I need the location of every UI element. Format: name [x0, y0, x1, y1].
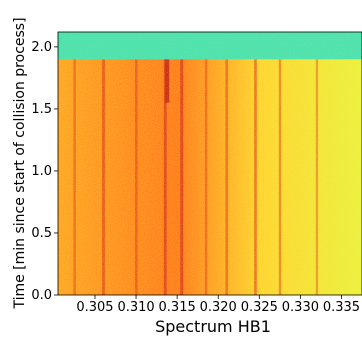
plot-area — [58, 32, 362, 295]
y-axis-label: Time [min since start of collision proce… — [12, 17, 28, 309]
top-band-noise — [58, 32, 362, 60]
y-tick-label: 0.0 — [31, 288, 52, 303]
x-tick-label: 0.315 — [159, 300, 196, 315]
noise-overlay — [58, 32, 362, 295]
x-tick-label: 0.305 — [76, 300, 113, 315]
y-tick-label: 2.0 — [31, 40, 52, 55]
x-axis: 0.305 0.310 0.315 0.320 0.325 0.330 0.335 — [76, 295, 360, 315]
x-axis-label: Spectrum HB1 — [155, 317, 271, 336]
y-tick-label: 1.5 — [31, 102, 52, 117]
y-tick-label: 1.0 — [31, 164, 52, 179]
y-axis: 0.0 0.5 1.0 1.5 2.0 — [31, 40, 58, 303]
x-tick-label: 0.325 — [241, 300, 278, 315]
x-tick-label: 0.335 — [323, 300, 360, 315]
x-tick-label: 0.310 — [117, 300, 154, 315]
y-tick-label: 0.5 — [31, 226, 52, 241]
x-tick-label: 0.320 — [200, 300, 237, 315]
x-tick-label: 0.330 — [282, 300, 319, 315]
plot-frame — [57, 31, 362, 296]
